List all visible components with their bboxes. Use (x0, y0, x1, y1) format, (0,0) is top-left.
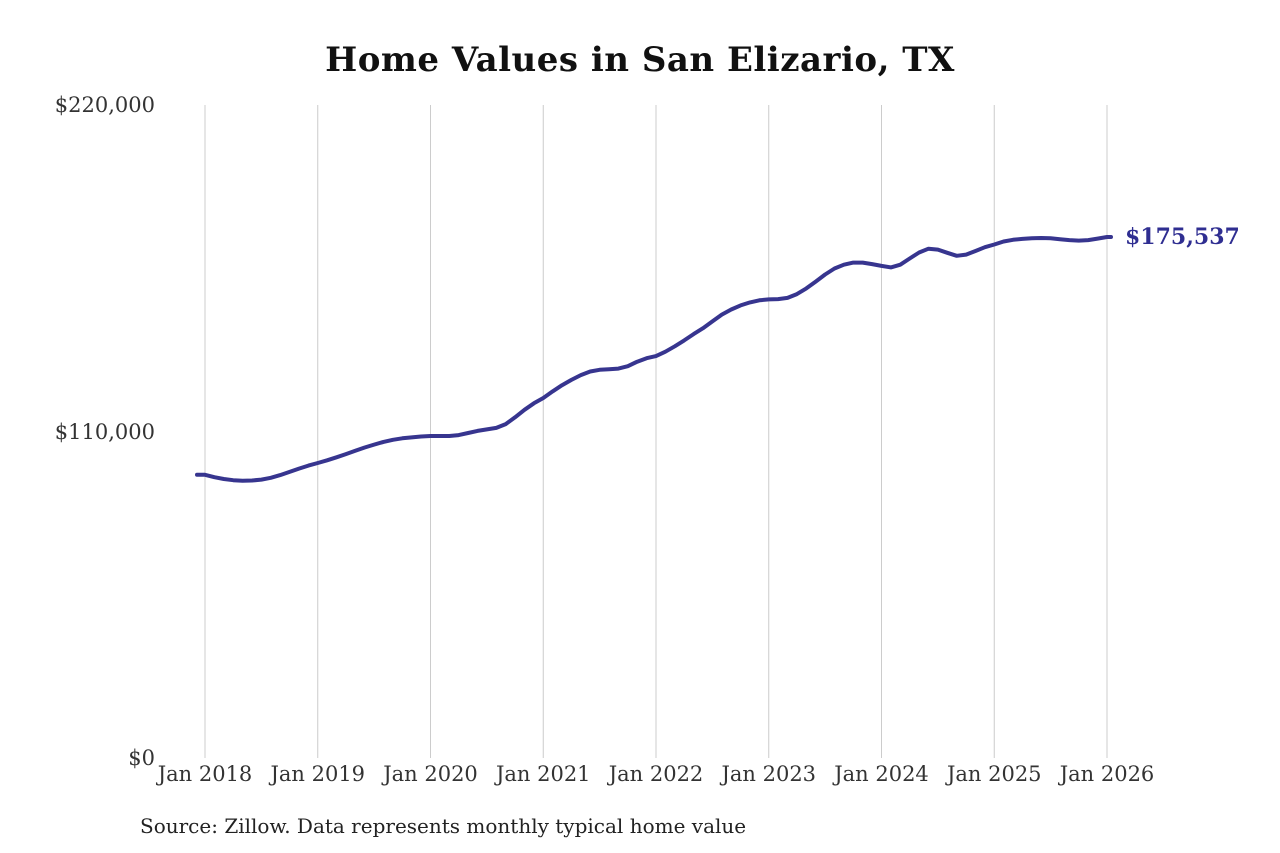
y-axis-tick-label: $0 (128, 746, 155, 770)
source-note: Source: Zillow. Data represents monthly … (140, 814, 747, 838)
home-value-line (195, 235, 1113, 483)
x-axis-tick-label: Jan 2022 (608, 762, 704, 786)
y-axis-tick-label: $220,000 (54, 93, 155, 117)
x-axis-tick-label: Jan 2024 (834, 762, 929, 786)
x-axis-tick-label: Jan 2019 (270, 762, 366, 786)
y-axis-tick-label: $110,000 (54, 419, 155, 444)
chart-title: Home Values in San Elizario, TX (325, 40, 955, 80)
latest-value-label: $175,537 (1125, 223, 1240, 250)
x-axis-tick-label: Jan 2026 (1059, 762, 1155, 786)
x-axis-tick-label: Jan 2018 (157, 762, 253, 786)
x-axis-tick-label: Jan 2021 (495, 762, 591, 786)
x-axis-tick-label: Jan 2020 (383, 762, 478, 786)
x-axis-tick-label: Jan 2025 (946, 762, 1042, 786)
x-axis-tick-label: Jan 2023 (721, 762, 817, 786)
